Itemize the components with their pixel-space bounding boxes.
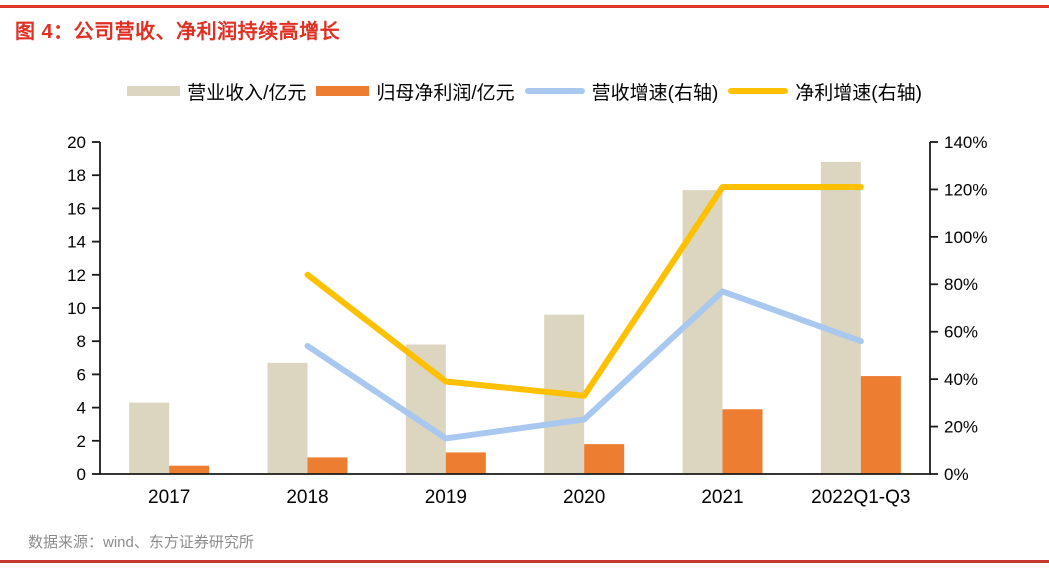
x-axis-labels: 2017 2018 2019 2020 2021 2022Q1-Q3	[148, 487, 910, 508]
left-axis-ticks: 0 2 4 6 8 10 12 14 16 18 20	[67, 133, 100, 484]
left-tick-label: 2	[77, 432, 86, 451]
revenue-bars-2021	[682, 190, 723, 474]
left-tick-label: 10	[67, 299, 86, 318]
legend-profit-growth-line: 净利增速(右轴)	[728, 78, 922, 105]
top-divider	[0, 5, 1049, 8]
left-tick-label: 6	[77, 365, 86, 384]
revenue-bars-2017	[129, 402, 170, 474]
data-source: 数据来源：wind、东方证券研究所	[28, 534, 254, 551]
left-tick-label: 14	[67, 233, 86, 252]
left-tick-label: 12	[67, 266, 86, 285]
left-tick-label: 8	[77, 332, 86, 351]
revenue-growth-line	[304, 288, 864, 442]
profit-bars-2020	[584, 444, 625, 474]
x-label-2022Q1-Q3: 2022Q1-Q3	[811, 487, 910, 508]
x-label-2017: 2017	[148, 487, 190, 508]
legend-net-profit-bar-swatch	[316, 86, 370, 96]
revenue-bars	[129, 161, 861, 475]
right-axis-ticks: 0% 20% 40% 60% 80% 100% 120% 140%	[930, 133, 987, 484]
bottom-divider	[0, 560, 1049, 563]
right-tick-label: 140%	[944, 133, 987, 152]
right-tick-label: 100%	[944, 228, 987, 247]
profit-bars-2017	[169, 465, 210, 474]
legend-profit-growth-line-swatch	[728, 88, 789, 94]
left-tick-label: 18	[67, 166, 86, 185]
profit-bars-2019	[445, 452, 486, 474]
x-label-2019: 2019	[425, 487, 467, 508]
right-tick-label: 120%	[944, 180, 987, 199]
profit-bars	[169, 376, 901, 474]
x-label-2020: 2020	[563, 487, 605, 508]
legend-revenue-growth-line-label: 营收增速(右轴)	[591, 82, 719, 104]
legend-revenue-bar-label: 营业收入/亿元	[187, 82, 307, 104]
left-tick-label: 4	[77, 399, 86, 418]
right-tick-label: 20%	[944, 418, 978, 437]
right-tick-label: 60%	[944, 323, 978, 342]
legend-profit-growth-line-label: 净利增速(右轴)	[795, 82, 922, 104]
figure-title: 图 4：公司营收、净利润持续高增长	[15, 21, 341, 43]
profit-bars-2021	[722, 409, 763, 474]
left-tick-label: 20	[67, 133, 86, 152]
right-tick-label: 80%	[944, 275, 978, 294]
axes	[99, 142, 931, 475]
profit-growth-line	[304, 184, 864, 399]
x-label-2021: 2021	[701, 487, 743, 508]
profit-bars-2022Q1-Q3	[860, 376, 901, 474]
legend-revenue-bar: 营业收入/亿元	[127, 78, 306, 105]
legend-net-profit-bar: 归母净利润/亿元	[316, 78, 515, 105]
left-tick-label: 16	[67, 199, 86, 218]
legend-revenue-growth-line-swatch	[524, 88, 585, 94]
profit-bars-2018	[307, 457, 348, 474]
left-tick-label: 0	[77, 465, 86, 484]
legend-net-profit-bar-label: 归母净利润/亿元	[376, 82, 515, 104]
legend-revenue-growth-line: 营收增速(右轴)	[524, 78, 719, 105]
legend-revenue-bar-swatch	[127, 86, 181, 96]
right-tick-label: 40%	[944, 370, 978, 389]
revenue-bars-2022Q1-Q3	[820, 161, 861, 475]
right-tick-label: 0%	[944, 465, 969, 484]
chart-legend: 营业收入/亿元 归母净利润/亿元 营收增速(右轴) 净利增速(右轴)	[0, 76, 1049, 106]
x-label-2018: 2018	[286, 487, 328, 508]
revenue-bars-2018	[267, 362, 308, 474]
